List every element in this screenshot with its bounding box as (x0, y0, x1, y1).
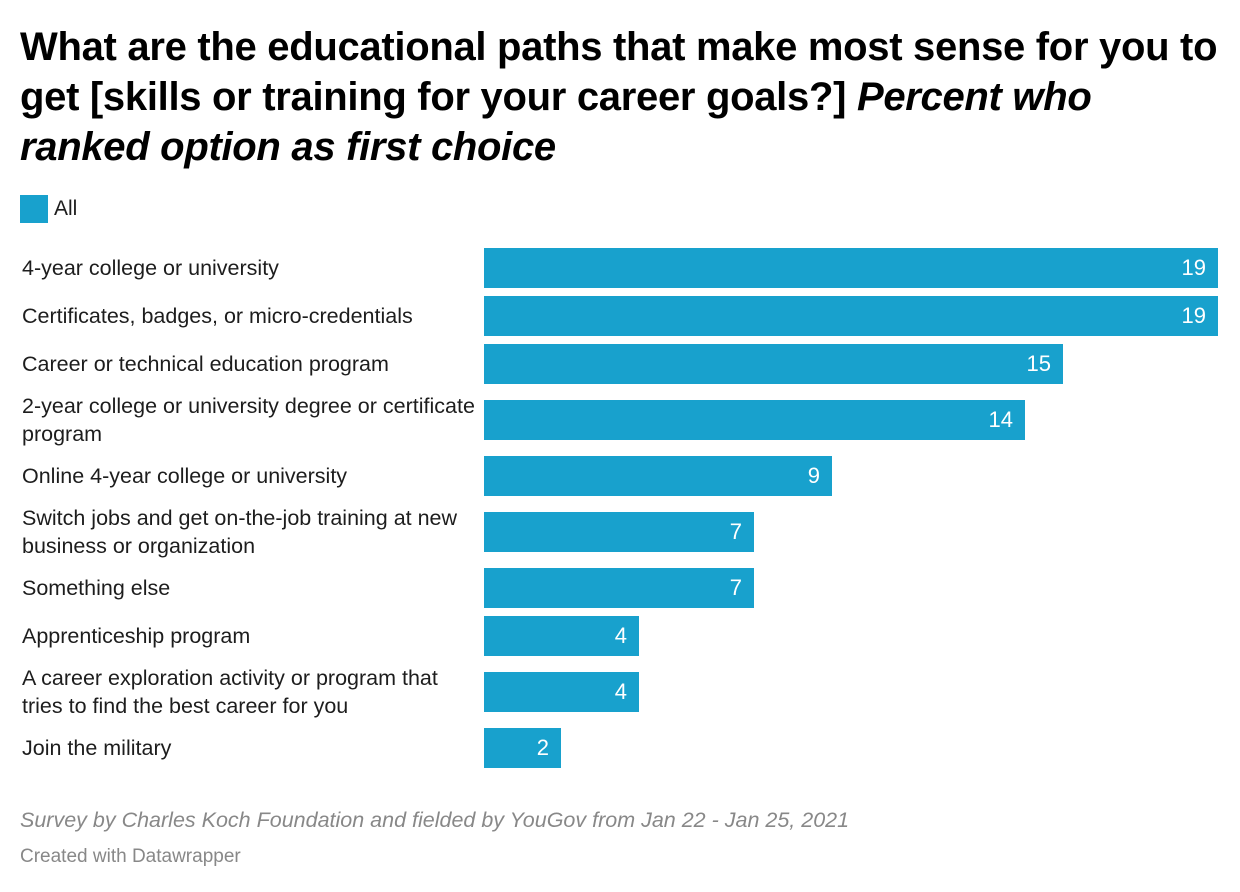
legend-swatch (20, 195, 48, 223)
bar-value-label: 19 (1181, 255, 1206, 280)
bar: 19 (484, 248, 1218, 288)
category-label: 2-year college or university degree or c… (22, 394, 475, 446)
bar: 2 (484, 728, 561, 768)
category-label: Switch jobs and get on-the-job training … (22, 506, 458, 558)
bar: 14 (484, 400, 1025, 440)
chart-title-text: What are the educational paths that make… (20, 25, 1218, 119)
chart-subtitle: Percent who ranked option as first choic… (20, 75, 1092, 169)
bar: 15 (484, 344, 1063, 384)
bar-value-label: 19 (1181, 303, 1206, 328)
bar-value-label: 9 (807, 463, 820, 488)
chart-title: What are the educational paths that make… (20, 22, 1225, 172)
bar-value-label: 7 (729, 575, 742, 600)
bar: 7 (484, 512, 754, 552)
category-label: Career or technical education program (22, 352, 389, 376)
bar: 9 (484, 456, 832, 496)
bar: 4 (484, 672, 639, 712)
category-label: Online 4-year college or university (22, 464, 348, 488)
legend: All (20, 195, 77, 223)
category-label: Apprenticeship program (22, 624, 251, 648)
bar-value-label: 15 (1026, 351, 1051, 376)
bar-value-label: 2 (536, 735, 549, 760)
bar: 19 (484, 296, 1218, 336)
footer-credit: Created with Datawrapper (20, 846, 241, 867)
category-label: 4-year college or university (22, 256, 279, 280)
footer-source: Survey by Charles Koch Foundation and fi… (20, 808, 850, 832)
bar-value-label: 14 (988, 407, 1013, 432)
bar-value-label: 7 (729, 519, 742, 544)
category-label: Certificates, badges, or micro-credentia… (22, 304, 413, 328)
bar: 7 (484, 568, 754, 608)
legend-label: All (54, 197, 78, 220)
category-label: Something else (22, 576, 171, 600)
bar: 4 (484, 616, 639, 656)
category-label: Join the military (22, 736, 172, 760)
bar-value-label: 4 (614, 623, 627, 648)
bar-value-label: 4 (614, 679, 627, 704)
category-label: A career exploration activity or program… (22, 666, 438, 718)
